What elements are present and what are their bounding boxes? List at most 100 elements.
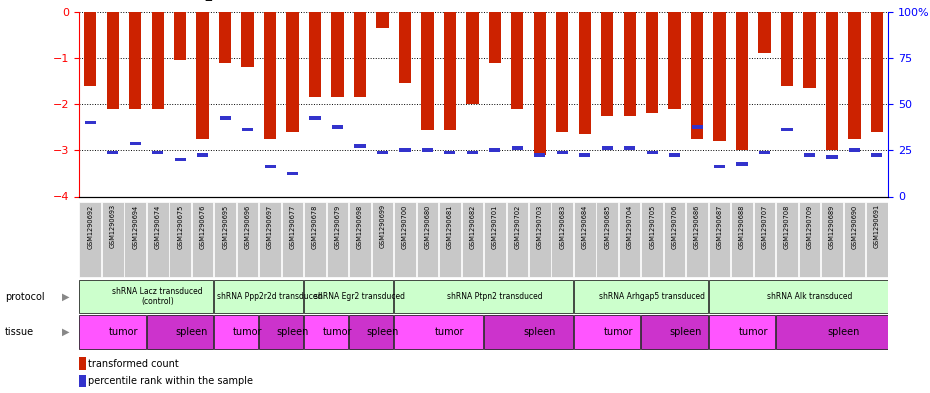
Bar [512, 12, 524, 109]
Text: tumor: tumor [604, 327, 633, 337]
FancyBboxPatch shape [169, 202, 191, 277]
Bar [175, 158, 186, 162]
Bar [129, 141, 140, 145]
FancyBboxPatch shape [79, 316, 146, 349]
FancyBboxPatch shape [125, 202, 146, 277]
Bar [377, 12, 389, 28]
FancyBboxPatch shape [259, 316, 303, 349]
Text: tumor: tumor [435, 327, 465, 337]
Text: tumor: tumor [323, 327, 352, 337]
Text: GSM1290689: GSM1290689 [829, 204, 835, 249]
Text: GSM1290702: GSM1290702 [514, 204, 520, 249]
Text: GSM1290697: GSM1290697 [267, 204, 273, 249]
Bar [691, 12, 703, 139]
Bar [579, 153, 591, 157]
Text: GSM1290691: GSM1290691 [874, 204, 880, 248]
Bar [444, 12, 456, 130]
Bar [445, 151, 456, 154]
FancyBboxPatch shape [372, 202, 393, 277]
Text: GSM1290688: GSM1290688 [739, 204, 745, 249]
Bar [623, 12, 636, 116]
Text: spleen: spleen [276, 327, 309, 337]
FancyBboxPatch shape [753, 202, 776, 277]
Bar [152, 12, 164, 109]
Text: GSM1290681: GSM1290681 [447, 204, 453, 249]
FancyBboxPatch shape [214, 202, 236, 277]
Bar [534, 12, 546, 155]
Bar [578, 12, 591, 134]
FancyBboxPatch shape [618, 202, 641, 277]
Text: spleen: spleen [827, 327, 859, 337]
FancyBboxPatch shape [147, 202, 168, 277]
Bar [804, 153, 815, 157]
FancyBboxPatch shape [349, 316, 393, 349]
Bar [692, 125, 703, 129]
Text: GSM1290699: GSM1290699 [379, 204, 385, 248]
Bar [287, 172, 299, 175]
FancyBboxPatch shape [417, 202, 438, 277]
Bar [804, 12, 816, 88]
Text: GSM1290678: GSM1290678 [312, 204, 318, 249]
Text: GSM1290703: GSM1290703 [537, 204, 543, 249]
Bar [153, 151, 164, 154]
Text: GSM1290700: GSM1290700 [402, 204, 408, 249]
Bar [354, 144, 365, 147]
FancyBboxPatch shape [844, 202, 865, 277]
Text: shRNA Lacz transduced
(control): shRNA Lacz transduced (control) [113, 287, 203, 307]
Bar [758, 12, 771, 53]
Bar [534, 153, 545, 157]
Text: GSM1290685: GSM1290685 [604, 204, 610, 249]
FancyBboxPatch shape [574, 202, 595, 277]
Bar [421, 12, 433, 130]
Bar [624, 146, 635, 150]
Text: GSM1290684: GSM1290684 [582, 204, 588, 249]
Bar [264, 12, 276, 139]
Text: GSM1290690: GSM1290690 [852, 204, 857, 249]
Bar [556, 12, 568, 132]
FancyBboxPatch shape [394, 316, 484, 349]
Text: GSM1290695: GSM1290695 [222, 204, 228, 249]
FancyBboxPatch shape [664, 202, 685, 277]
Bar [669, 153, 680, 157]
Text: shRNA Alk transduced: shRNA Alk transduced [767, 292, 852, 301]
Bar [826, 12, 838, 150]
Text: GSM1290707: GSM1290707 [762, 204, 767, 249]
FancyBboxPatch shape [709, 316, 776, 349]
FancyBboxPatch shape [461, 202, 484, 277]
Text: GSM1290686: GSM1290686 [694, 204, 700, 249]
Bar [242, 128, 253, 131]
Text: GSM1290676: GSM1290676 [200, 204, 206, 249]
Text: shRNA Ptpn2 transduced: shRNA Ptpn2 transduced [447, 292, 542, 301]
Bar [737, 162, 748, 166]
Bar [488, 12, 501, 62]
Bar [601, 12, 614, 116]
Bar [286, 12, 299, 132]
Text: percentile rank within the sample: percentile rank within the sample [88, 376, 253, 386]
Bar [219, 12, 232, 62]
Text: shRNA Egr2 transduced: shRNA Egr2 transduced [314, 292, 405, 301]
Bar [713, 12, 725, 141]
FancyBboxPatch shape [866, 202, 888, 277]
Text: GSM1290696: GSM1290696 [245, 204, 250, 249]
Bar [399, 149, 410, 152]
FancyBboxPatch shape [574, 280, 708, 313]
FancyBboxPatch shape [484, 316, 573, 349]
Bar [174, 12, 186, 60]
Text: protocol: protocol [5, 292, 45, 302]
Bar [196, 12, 209, 139]
Text: GSM1290674: GSM1290674 [154, 204, 161, 249]
Bar [353, 12, 366, 97]
Bar [309, 12, 321, 97]
FancyBboxPatch shape [551, 202, 573, 277]
Text: transformed count: transformed count [88, 358, 179, 369]
Text: spleen: spleen [366, 327, 399, 337]
FancyBboxPatch shape [777, 202, 798, 277]
FancyBboxPatch shape [574, 316, 641, 349]
Bar [85, 121, 96, 125]
Bar [466, 12, 479, 104]
Bar [79, 357, 86, 369]
FancyBboxPatch shape [79, 202, 101, 277]
Text: GSM1290677: GSM1290677 [289, 204, 296, 249]
Bar [377, 151, 388, 154]
FancyBboxPatch shape [394, 202, 416, 277]
